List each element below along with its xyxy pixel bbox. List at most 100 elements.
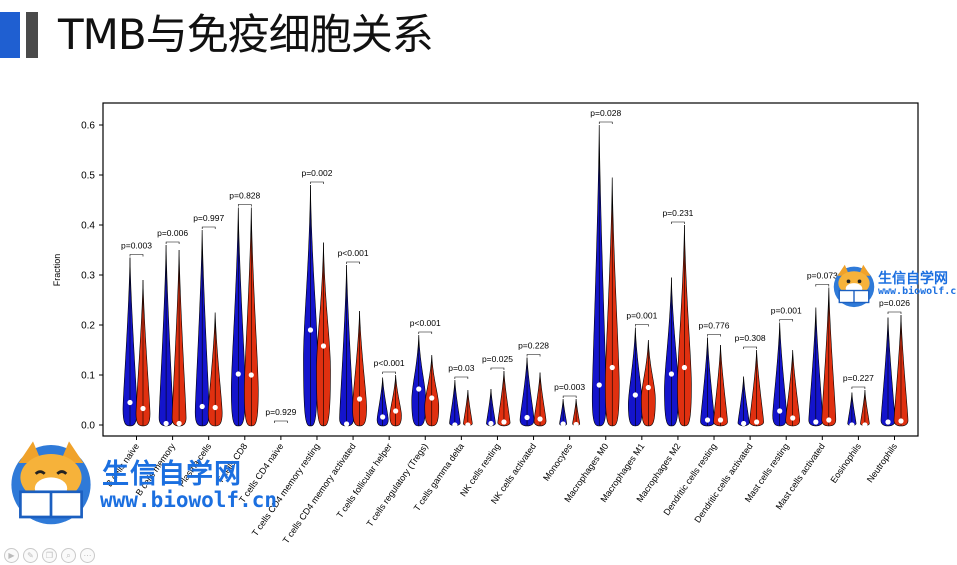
play-icon[interactable]: ▶	[4, 548, 19, 563]
violin-group	[847, 389, 870, 428]
violin-group	[737, 349, 764, 427]
p-value-label: p=0.001	[626, 311, 657, 321]
violin-group	[591, 124, 620, 427]
copy-icon[interactable]: ❐	[42, 548, 57, 563]
median-point	[140, 405, 146, 412]
p-value-label: p=0.776	[699, 321, 730, 331]
median-point	[393, 408, 399, 414]
p-bracket	[707, 334, 721, 337]
median-point	[777, 408, 783, 414]
median-point	[343, 421, 350, 427]
median-point	[885, 419, 891, 425]
p-bracket	[274, 420, 288, 423]
median-point	[862, 422, 868, 428]
median-point	[501, 419, 507, 425]
median-point	[849, 422, 855, 428]
x-tick-label: Eosinophils	[828, 441, 863, 485]
median-point	[898, 418, 904, 424]
p-value-label: p=0.003	[554, 382, 585, 392]
violin-group	[519, 357, 547, 427]
p-bracket	[454, 376, 469, 379]
y-tick-label: 0.3	[81, 271, 95, 282]
more-icon[interactable]: ⋯	[80, 548, 95, 563]
median-point	[465, 422, 471, 428]
p-value-label: p=0.028	[590, 108, 621, 118]
p-bracket	[346, 261, 360, 264]
median-point	[573, 421, 579, 428]
p-value-label: p=0.828	[229, 191, 260, 201]
p-bracket	[165, 241, 180, 244]
median-point	[307, 327, 314, 333]
p-bracket	[526, 354, 541, 357]
violin-group	[122, 257, 151, 427]
p-bracket	[237, 204, 252, 207]
median-point	[632, 392, 638, 398]
median-point	[212, 404, 218, 411]
median-point	[560, 421, 566, 427]
p-value-label: p=0.308	[735, 333, 766, 343]
median-point	[524, 414, 530, 421]
median-point	[248, 372, 254, 378]
y-tick-label: 0.6	[81, 121, 95, 132]
median-point	[199, 403, 205, 410]
median-point	[754, 419, 760, 425]
median-point	[271, 422, 277, 428]
p-bracket	[490, 367, 505, 370]
plot-frame	[102, 102, 919, 437]
y-axis-label: Fraction	[52, 254, 62, 287]
p-value-label: p<0.001	[338, 248, 369, 258]
median-point	[488, 420, 494, 427]
brand-url-small: www.biowolf.cn	[878, 286, 957, 297]
p-bracket	[129, 254, 144, 257]
p-bracket	[851, 386, 866, 389]
p-bracket	[201, 226, 216, 229]
violin-group	[449, 379, 473, 428]
brand-url-large: www.biowolf.cn	[100, 488, 278, 512]
median-point	[416, 386, 422, 392]
median-point	[429, 395, 435, 401]
p-value-label: p=0.025	[482, 354, 513, 364]
violin-group	[158, 244, 187, 427]
violin-group	[559, 398, 581, 428]
violin-group	[700, 337, 728, 427]
p-value-label: p<0.001	[410, 318, 441, 328]
p-bracket	[815, 284, 830, 287]
median-point	[356, 396, 363, 402]
y-tick-label: 0.4	[81, 221, 95, 232]
median-point	[681, 364, 688, 371]
violin-group	[339, 264, 367, 427]
violin-group	[486, 370, 511, 427]
title-accent-bar-dark	[26, 12, 38, 58]
p-value-label: p=0.001	[771, 306, 802, 316]
median-point	[813, 419, 819, 425]
p-bracket	[598, 121, 613, 124]
p-bracket	[887, 311, 902, 314]
violin-group	[376, 374, 402, 427]
x-tick-label: T cells CD4 memory activated	[281, 441, 358, 545]
p-bracket	[562, 395, 577, 398]
pen-icon[interactable]: ✎	[23, 548, 38, 563]
p-value-label: p=0.073	[807, 271, 838, 281]
p-bracket	[382, 371, 396, 374]
y-tick-label: 0.5	[81, 171, 95, 182]
p-value-label: p=0.231	[662, 208, 693, 218]
p-value-label: p<0.001	[374, 358, 405, 368]
median-point	[704, 417, 711, 423]
p-bracket	[779, 319, 794, 322]
p-value-label: p=0.997	[193, 213, 224, 223]
median-point	[127, 399, 133, 406]
slideshow-toolbar: ▶ ✎ ❐ ⌕ ⋯	[4, 548, 95, 563]
zoom-icon[interactable]: ⌕	[61, 548, 76, 563]
p-value-label: p=0.006	[157, 228, 188, 238]
violin-group	[628, 327, 656, 427]
x-tick-label: Monocytes	[541, 441, 574, 483]
fox-logo-icon	[833, 264, 875, 308]
slide-title: TMB与免疫细胞关系	[58, 10, 434, 59]
violin-group	[880, 314, 909, 427]
violin-group	[664, 224, 692, 427]
median-point	[176, 420, 182, 427]
median-point	[790, 415, 796, 421]
median-point	[668, 371, 675, 377]
median-point	[452, 422, 458, 428]
